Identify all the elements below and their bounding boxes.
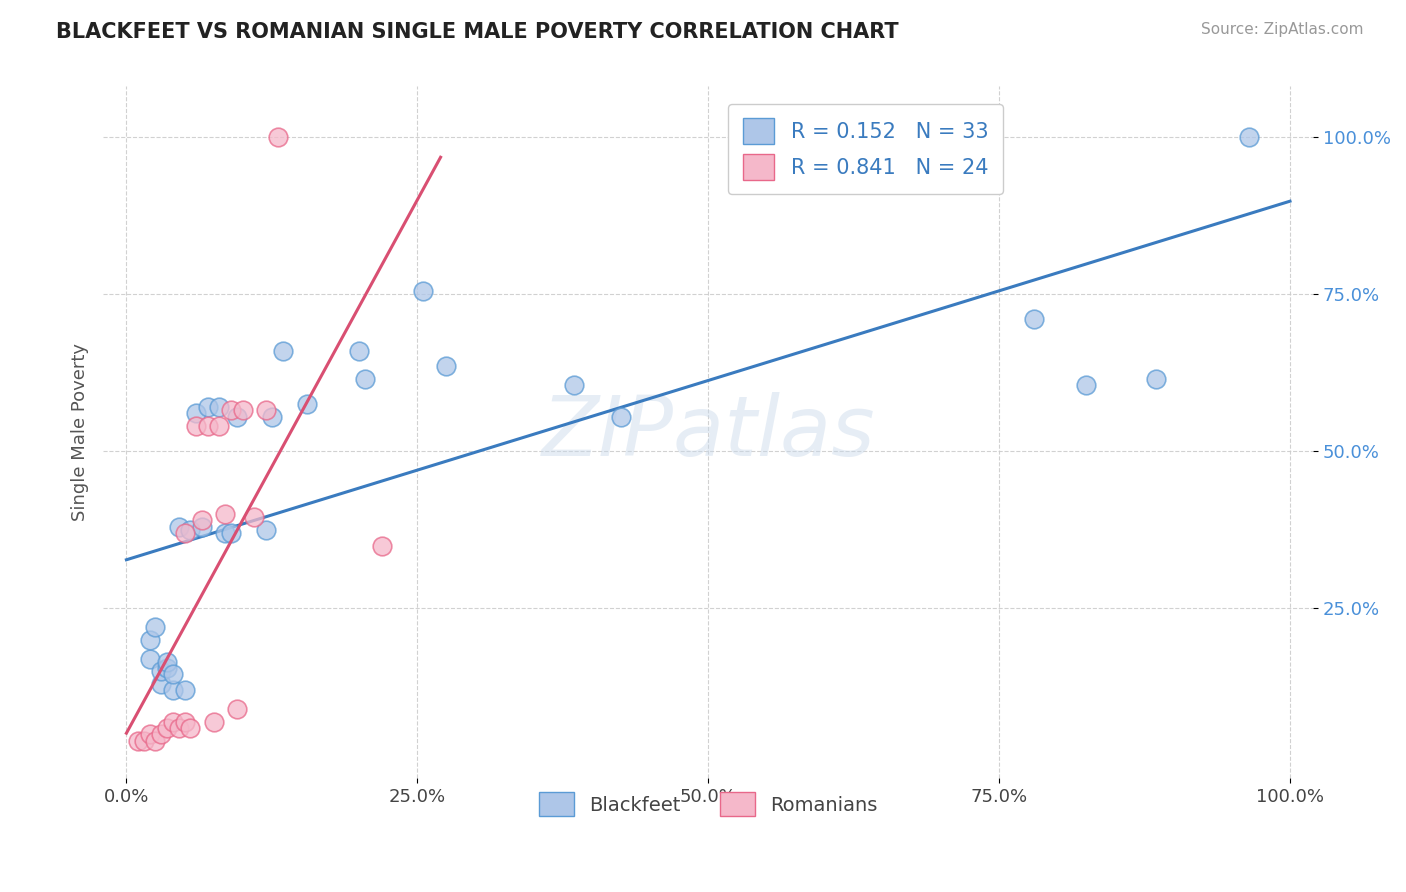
Point	[173, 714, 195, 729]
Point	[434, 359, 457, 374]
Point	[191, 513, 214, 527]
Point	[354, 372, 377, 386]
Point	[214, 507, 236, 521]
Point	[167, 721, 190, 735]
Point	[412, 284, 434, 298]
Point	[138, 632, 160, 647]
Point	[295, 397, 318, 411]
Text: BLACKFEET VS ROMANIAN SINGLE MALE POVERTY CORRELATION CHART: BLACKFEET VS ROMANIAN SINGLE MALE POVERT…	[56, 22, 898, 42]
Point	[179, 721, 201, 735]
Point	[202, 714, 225, 729]
Point	[156, 661, 179, 675]
Point	[167, 519, 190, 533]
Point	[162, 667, 184, 681]
Point	[219, 403, 242, 417]
Point	[162, 683, 184, 698]
Point	[243, 510, 266, 524]
Point	[254, 523, 277, 537]
Point	[208, 400, 231, 414]
Point	[226, 702, 249, 716]
Point	[132, 733, 155, 747]
Point	[214, 525, 236, 540]
Point	[191, 519, 214, 533]
Point	[1239, 129, 1261, 144]
Point	[371, 539, 394, 553]
Point	[254, 403, 277, 417]
Point	[173, 683, 195, 698]
Point	[197, 419, 219, 434]
Point	[145, 620, 167, 634]
Point	[186, 406, 208, 420]
Point	[150, 665, 173, 679]
Legend: Blackfeet, Romanians: Blackfeet, Romanians	[531, 785, 886, 824]
Point	[232, 403, 254, 417]
Point	[150, 727, 173, 741]
Point	[138, 727, 160, 741]
Point	[610, 409, 633, 424]
Point	[260, 409, 283, 424]
Point	[156, 655, 179, 669]
Point	[173, 525, 195, 540]
Point	[1076, 378, 1098, 392]
Point	[162, 714, 184, 729]
Point	[266, 129, 288, 144]
Point	[156, 721, 179, 735]
Point	[150, 677, 173, 691]
Point	[226, 409, 249, 424]
Point	[273, 343, 295, 358]
Point	[1022, 312, 1045, 326]
Point	[186, 419, 208, 434]
Point	[138, 652, 160, 666]
Point	[347, 343, 370, 358]
Point	[145, 733, 167, 747]
Point	[197, 400, 219, 414]
Text: Source: ZipAtlas.com: Source: ZipAtlas.com	[1201, 22, 1364, 37]
Point	[127, 733, 149, 747]
Point	[1144, 372, 1167, 386]
Text: ZIPatlas: ZIPatlas	[541, 392, 875, 473]
Y-axis label: Single Male Poverty: Single Male Poverty	[72, 343, 89, 521]
Point	[564, 378, 586, 392]
Point	[179, 523, 201, 537]
Point	[219, 525, 242, 540]
Point	[208, 419, 231, 434]
